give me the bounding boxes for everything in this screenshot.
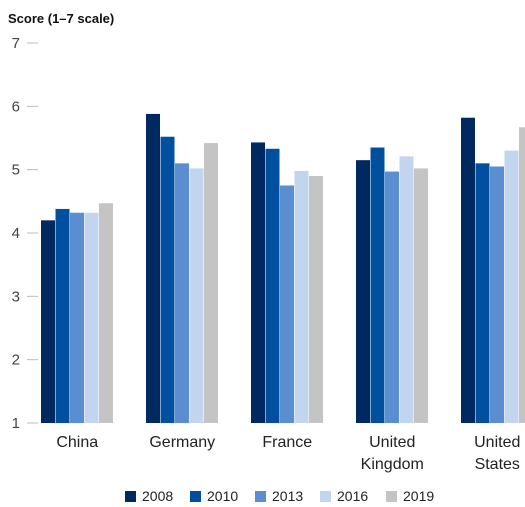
bar-2008 (41, 220, 55, 423)
legend-label: 2010 (207, 488, 238, 504)
bar-2013 (70, 212, 84, 423)
bar-2019 (204, 143, 218, 424)
x-tick-label: China (56, 434, 98, 451)
y-axis: 1 2 3 4 5 6 7 (12, 35, 38, 432)
y-tick-label: 4 (12, 225, 20, 242)
bar-2016 (84, 212, 99, 423)
bar-2010 (475, 163, 490, 424)
bar-2013 (490, 166, 504, 423)
legend-label: 2016 (337, 488, 368, 504)
bar-2016 (189, 168, 204, 423)
legend-swatch (190, 491, 201, 502)
x-tick-label: United (369, 434, 415, 451)
bar-2008 (146, 113, 160, 423)
bar-2016 (399, 156, 414, 423)
bar-2019 (99, 203, 113, 423)
bar-2010 (265, 148, 280, 423)
x-tick-label: United (474, 434, 520, 451)
legend: 2008 2010 2013 2016 2019 (125, 488, 434, 504)
bar-2010 (160, 136, 175, 423)
x-tick-label: States (475, 456, 520, 473)
y-tick-label: 7 (12, 35, 20, 52)
legend-swatch (125, 491, 136, 502)
bar-2008 (461, 117, 475, 423)
y-tick-label: 6 (12, 98, 20, 115)
bar-2008 (251, 142, 265, 423)
bar-2019 (414, 168, 428, 423)
bar-2013 (280, 185, 294, 423)
y-tick-label: 3 (12, 288, 20, 305)
legend-swatch (386, 491, 397, 502)
bar-2016 (504, 150, 519, 423)
legend-label: 2019 (403, 488, 434, 504)
x-tick-label: Germany (149, 434, 215, 451)
bar-2013 (175, 163, 189, 424)
bar-2016 (294, 170, 309, 423)
bar-2010 (55, 208, 70, 423)
bars (41, 113, 525, 424)
x-axis: China Germany France United Kingdom United Sta… (56, 434, 520, 473)
bar-2008 (356, 160, 370, 423)
y-tick-label: 2 (12, 352, 20, 369)
bar-2019 (519, 127, 525, 423)
legend-label: 2013 (272, 488, 303, 504)
x-tick-label: Kingdom (361, 456, 424, 473)
bar-2010 (370, 147, 385, 423)
y-tick-label: 1 (12, 415, 20, 432)
y-axis-label: Score (1–7 scale) (8, 11, 114, 26)
legend-swatch (255, 491, 266, 502)
y-tick-label: 5 (12, 162, 20, 179)
x-tick-label: France (262, 434, 312, 451)
legend-swatch (320, 491, 331, 502)
bar-2013 (385, 171, 399, 423)
legend-label: 2008 (142, 488, 173, 504)
bar-2019 (309, 176, 323, 423)
